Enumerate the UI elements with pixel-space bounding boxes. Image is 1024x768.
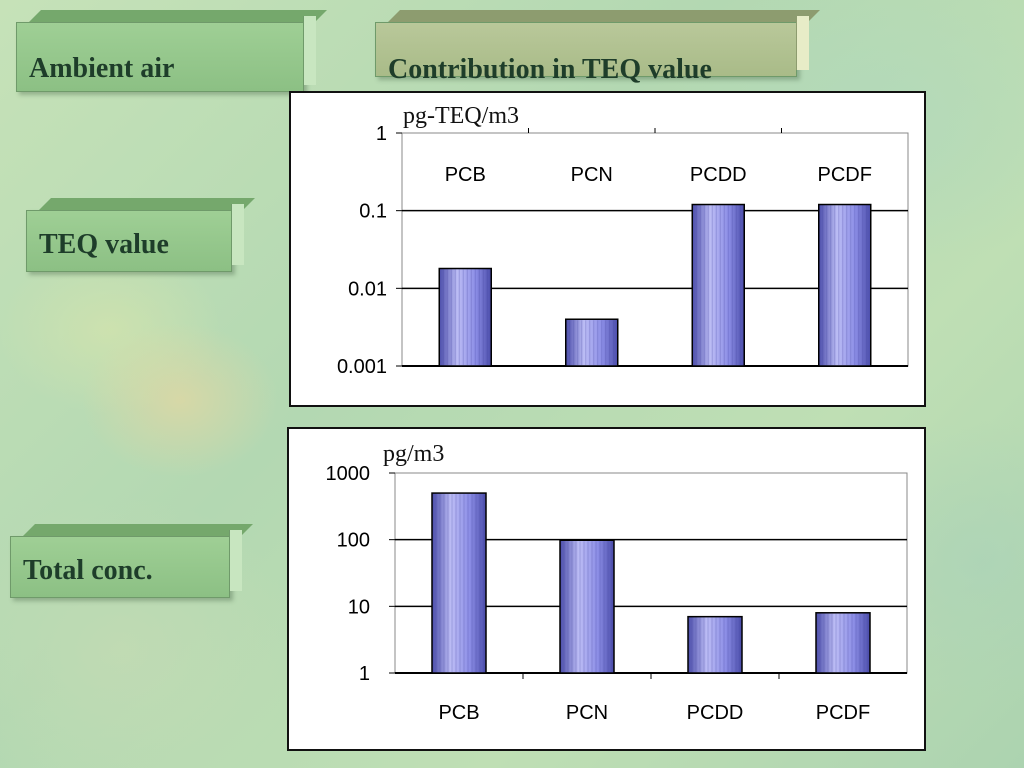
category-label-pcdf: PCDF — [818, 164, 872, 186]
category-label-pcdd: PCDD — [687, 702, 744, 724]
ambient-air-label: Ambient air — [29, 53, 175, 84]
teq-value-label: TEQ value — [39, 229, 169, 260]
category-label-pcdd: PCDD — [690, 164, 747, 186]
category-label-pcn: PCN — [566, 702, 608, 724]
bar-pcb — [431, 492, 487, 674]
bar-pcb — [438, 267, 492, 367]
total-conc-box: Total conc. — [10, 524, 253, 598]
category-label-pcn: PCN — [571, 164, 613, 186]
bar-pcdf — [818, 203, 872, 367]
category-label-pcdf: PCDF — [816, 702, 870, 724]
y-tick-label: 0.1 — [359, 201, 387, 223]
bar-pcdd — [687, 615, 743, 674]
teq-chart-panel: 0.001 0.01 0.1 1 PCB PCN PCDD PCDF pg-TEQ/m3 — [289, 91, 926, 407]
contribution-box: Contribution in TEQ value — [375, 10, 820, 85]
bar-pcdf — [815, 612, 871, 674]
teq-unit-label: pg-TEQ/m3 — [403, 103, 519, 129]
y-tick-label: 0.01 — [348, 278, 387, 300]
conc-chart: 1 10 100 1000 PCB PCN PCDD PCDF — [326, 463, 908, 724]
y-tick-label: 1 — [359, 663, 370, 685]
contribution-label: Contribution in TEQ value — [388, 54, 712, 85]
total-conc-label: Total conc. — [23, 555, 153, 586]
conc-unit-label: pg/m3 — [383, 441, 445, 467]
y-tick-label: 1000 — [326, 463, 371, 485]
bar-pcn — [559, 539, 615, 674]
y-tick-label: 100 — [337, 530, 370, 552]
teq-value-box: TEQ value — [26, 198, 255, 272]
y-tick-label: 0.001 — [337, 356, 387, 378]
y-tick-label: 10 — [348, 596, 370, 618]
y-tick-label: 1 — [376, 123, 387, 145]
bar-pcn — [565, 318, 619, 367]
teq-chart: 0.001 0.01 0.1 1 PCB PCN PCDD PCDF — [337, 123, 909, 378]
category-label-pcb: PCB — [445, 164, 486, 186]
conc-chart-panel: 1 10 100 1000 PCB PCN PCDD PCDF pg/m3 — [287, 427, 926, 751]
category-label-pcb: PCB — [438, 702, 479, 724]
bar-pcdd — [691, 203, 745, 367]
ambient-air-box: Ambient air — [16, 10, 327, 92]
